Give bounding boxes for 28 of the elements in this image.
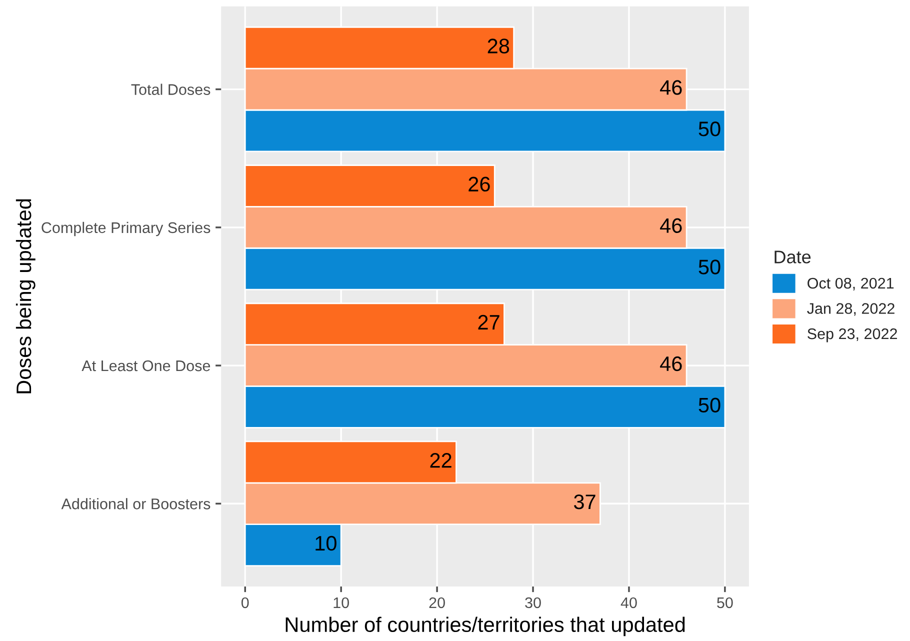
legend-label: Oct 08, 2021 — [808, 278, 894, 290]
y-tick-label: Complete Primary Series — [42, 222, 210, 236]
y-tick-label: Total Doses — [131, 84, 210, 95]
data-label: 46 — [660, 356, 682, 372]
data-label: 50 — [698, 122, 720, 136]
legend-title: Date — [774, 250, 811, 264]
legend-label: Jan 28, 2022 — [807, 303, 894, 316]
y-axis-title: Doses being updated — [16, 199, 36, 394]
data-label: 50 — [698, 398, 720, 413]
data-label: 46 — [660, 218, 682, 233]
data-label: 22 — [430, 453, 452, 468]
x-tick-label: 30 — [525, 597, 541, 608]
data-label: 27 — [478, 314, 500, 330]
data-label: 37 — [574, 494, 596, 510]
y-tick-label: Additional or Boosters — [61, 498, 210, 510]
data-label: 46 — [660, 80, 682, 95]
x-tick-label: 50 — [717, 597, 733, 608]
x-tick-label: 40 — [620, 597, 637, 608]
data-label: 26 — [468, 176, 490, 192]
y-tick-label: At Least One Dose — [82, 360, 210, 372]
data-label: 28 — [488, 38, 510, 54]
x-axis-title: Number of countries/territories that updated — [286, 616, 685, 636]
data-label: 10 — [316, 536, 336, 551]
x-tick-label: 0 — [241, 597, 249, 608]
x-tick-label: 20 — [429, 597, 445, 608]
legend-label: Sep 23, 2022 — [808, 328, 897, 342]
x-tick-label: 10 — [334, 597, 349, 608]
data-label: 50 — [698, 260, 720, 274]
